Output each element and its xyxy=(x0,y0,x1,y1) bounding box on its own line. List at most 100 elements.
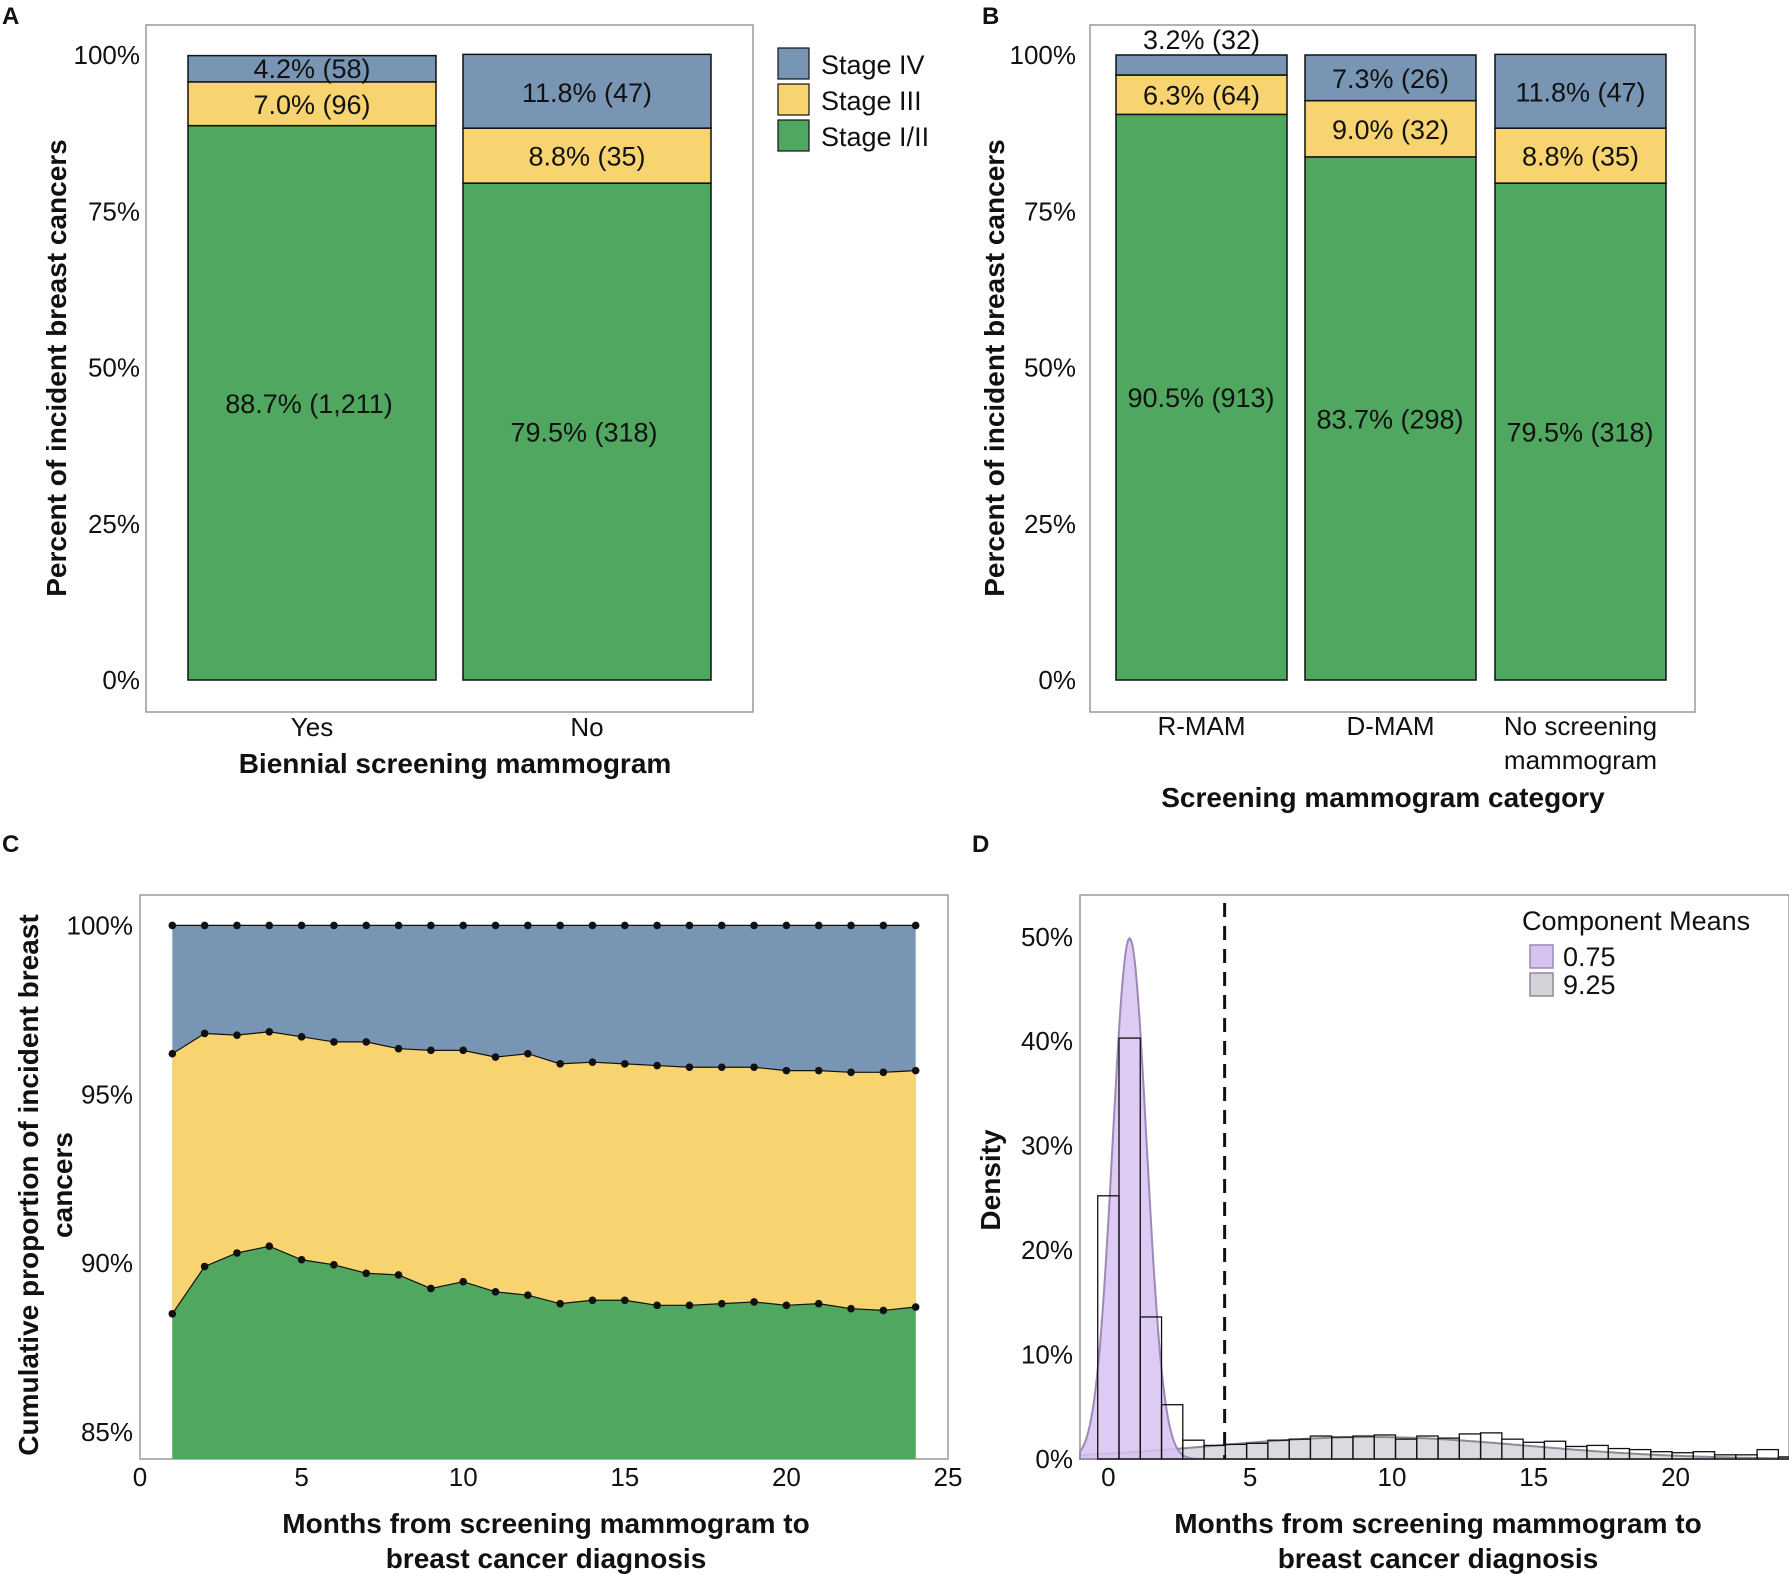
x-category-r-mam: R-MAM xyxy=(1157,711,1245,741)
panel-d-xtick-15: 15 xyxy=(1519,1462,1548,1492)
panel-c-xtick-15: 15 xyxy=(610,1462,639,1492)
panelA-ytick-0: 0% xyxy=(102,665,140,695)
panel-d-ytick-40: 40% xyxy=(1021,1026,1073,1056)
x-category-no-screening-mammogram: No screening xyxy=(1504,711,1657,741)
bar-label-r-mam-stage-i-ii: 90.5% (913) xyxy=(1127,383,1274,413)
panel-c-xtick-10: 10 xyxy=(449,1462,478,1492)
panel-d-ytick-0: 0% xyxy=(1035,1444,1073,1474)
panelA-ytick-50: 50% xyxy=(88,353,140,383)
point-stage-iii-month-3 xyxy=(233,1031,241,1039)
point-stage-iv-month-20 xyxy=(782,921,791,930)
panel-d-ylabel: Density xyxy=(975,1129,1006,1231)
bar-label-no-stage-iii: 8.8% (35) xyxy=(528,142,645,172)
panelB-ytick-0: 0% xyxy=(1038,665,1076,695)
hist-bin-1 xyxy=(1118,1037,1141,1460)
panel-b-xlabel: Screening mammogram category xyxy=(1161,782,1605,813)
panel-a-legend: Stage IV Stage III Stage I/II xyxy=(777,47,929,152)
density-component-9-25 xyxy=(1079,1436,1789,1460)
panel-b: B Percent of incident breast cancers Scr… xyxy=(979,3,1696,813)
point-stage-iv-month-4 xyxy=(265,921,274,930)
point-stage-i-ii-month-8 xyxy=(394,1271,403,1279)
point-stage-iii-month-16 xyxy=(653,1061,661,1070)
point-stage-iv-month-6 xyxy=(330,921,338,930)
legend-stage-iii-label: Stage III xyxy=(821,86,922,116)
panel-d-ytick-50: 50% xyxy=(1021,922,1073,952)
panel-d-xlabel-line2: breast cancer diagnosis xyxy=(1278,1543,1599,1574)
point-stage-iv-month-17 xyxy=(685,921,694,930)
legend-component-label-0-75: 0.75 xyxy=(1563,942,1616,972)
point-stage-i-ii-month-14 xyxy=(588,1296,597,1305)
panel-c-letter: C xyxy=(2,831,19,858)
point-stage-i-ii-month-6 xyxy=(330,1261,338,1269)
panel-a-frame xyxy=(145,24,754,713)
panelA-ytick-100: 100% xyxy=(74,40,141,70)
bar-r-mam-stage-iii xyxy=(1115,74,1288,116)
point-stage-iv-month-24 xyxy=(911,921,920,930)
panel-d: D Density Months from screening mammogra… xyxy=(972,831,1789,1574)
legend-stage-i-ii-swatch xyxy=(777,119,810,152)
point-stage-iv-month-11 xyxy=(491,921,500,930)
bar-label-no-screening-mammogram-stage-iv: 11.8% (47) xyxy=(1515,77,1645,107)
point-stage-iii-month-17 xyxy=(685,1063,694,1072)
bar-label-d-mam-stage-iii: 9.0% (32) xyxy=(1332,115,1449,145)
panel-c-ylabel-line2: cancers xyxy=(47,1132,78,1238)
panel-b-letter: B xyxy=(982,3,999,30)
panel-c-ytick-95: 95% xyxy=(81,1079,133,1109)
point-stage-iv-month-2 xyxy=(200,921,209,930)
point-stage-i-ii-month-18 xyxy=(717,1299,726,1308)
panelB-ytick-100: 100% xyxy=(1010,40,1077,70)
panelA-ytick-25: 25% xyxy=(88,509,140,539)
point-stage-iv-month-23 xyxy=(879,921,888,930)
panel-c-xlabel-line1: Months from screening mammogram to xyxy=(282,1508,809,1539)
point-stage-iv-month-18 xyxy=(717,921,726,930)
point-stage-i-ii-month-7 xyxy=(362,1269,371,1278)
point-stage-iii-month-20 xyxy=(782,1066,791,1075)
point-stage-i-ii-month-5 xyxy=(297,1255,306,1264)
x-category-no: No xyxy=(570,712,603,742)
point-stage-iv-month-3 xyxy=(233,921,241,930)
x-category-no-screening-mammogram-line2: mammogram xyxy=(1504,745,1657,775)
panel-a-ylabel: Percent of incident breast cancers xyxy=(41,139,72,597)
panel-d-letter: D xyxy=(972,831,989,858)
bar-no-screening-mammogram-stage-iv xyxy=(1494,53,1667,129)
point-stage-iv-month-5 xyxy=(297,921,306,930)
point-stage-iii-month-19 xyxy=(750,1063,758,1072)
point-stage-iii-month-21 xyxy=(814,1066,823,1075)
point-stage-iii-month-18 xyxy=(717,1063,726,1072)
point-stage-iii-month-24 xyxy=(911,1066,920,1075)
point-stage-iii-month-14 xyxy=(588,1058,597,1066)
point-stage-iv-month-15 xyxy=(621,921,629,930)
point-stage-i-ii-month-19 xyxy=(750,1298,758,1306)
bar-no-stage-i-ii xyxy=(462,182,712,681)
panel-c-xtick-0: 0 xyxy=(133,1462,147,1492)
panel-d-xtick-10: 10 xyxy=(1377,1462,1406,1492)
panel-d-xlabel-line1: Months from screening mammogram to xyxy=(1174,1508,1701,1539)
point-stage-i-ii-month-23 xyxy=(879,1306,888,1315)
legend-stage-iii-swatch xyxy=(777,83,810,116)
point-stage-i-ii-month-10 xyxy=(459,1277,468,1286)
point-stage-i-ii-month-9 xyxy=(427,1284,435,1293)
panel-d-ytick-20: 20% xyxy=(1021,1235,1073,1265)
legend-component-swatch-0-75 xyxy=(1529,944,1554,969)
panel-d-ytick-30: 30% xyxy=(1021,1131,1073,1161)
area-stage-i-ii xyxy=(172,1246,916,1459)
bar-yes-stage-iv xyxy=(187,54,437,83)
bar-label-no-stage-i-ii: 79.5% (318) xyxy=(510,418,657,448)
line-stage-iii xyxy=(172,1031,916,1073)
point-stage-iv-month-19 xyxy=(750,921,758,930)
point-stage-iii-month-1 xyxy=(168,1049,177,1058)
point-stage-iii-month-5 xyxy=(297,1033,306,1041)
point-stage-iii-month-10 xyxy=(459,1046,468,1055)
bar-label-no-stage-iv: 11.8% (47) xyxy=(522,78,652,108)
point-stage-iii-month-4 xyxy=(265,1027,274,1036)
panelA-ytick-75: 75% xyxy=(88,196,140,226)
point-stage-i-ii-month-13 xyxy=(556,1299,564,1308)
point-stage-iv-month-10 xyxy=(459,921,468,930)
bar-label-no-screening-mammogram-stage-iii: 8.8% (35) xyxy=(1522,142,1639,172)
line-stage-i-ii xyxy=(171,1245,916,1315)
bar-d-mam-stage-iii xyxy=(1304,99,1477,158)
panel-d-ytick-10: 10% xyxy=(1021,1340,1073,1370)
x-category-d-mam: D-MAM xyxy=(1346,711,1434,741)
point-stage-iv-month-7 xyxy=(362,921,371,930)
bar-d-mam-stage-iv xyxy=(1304,54,1477,102)
